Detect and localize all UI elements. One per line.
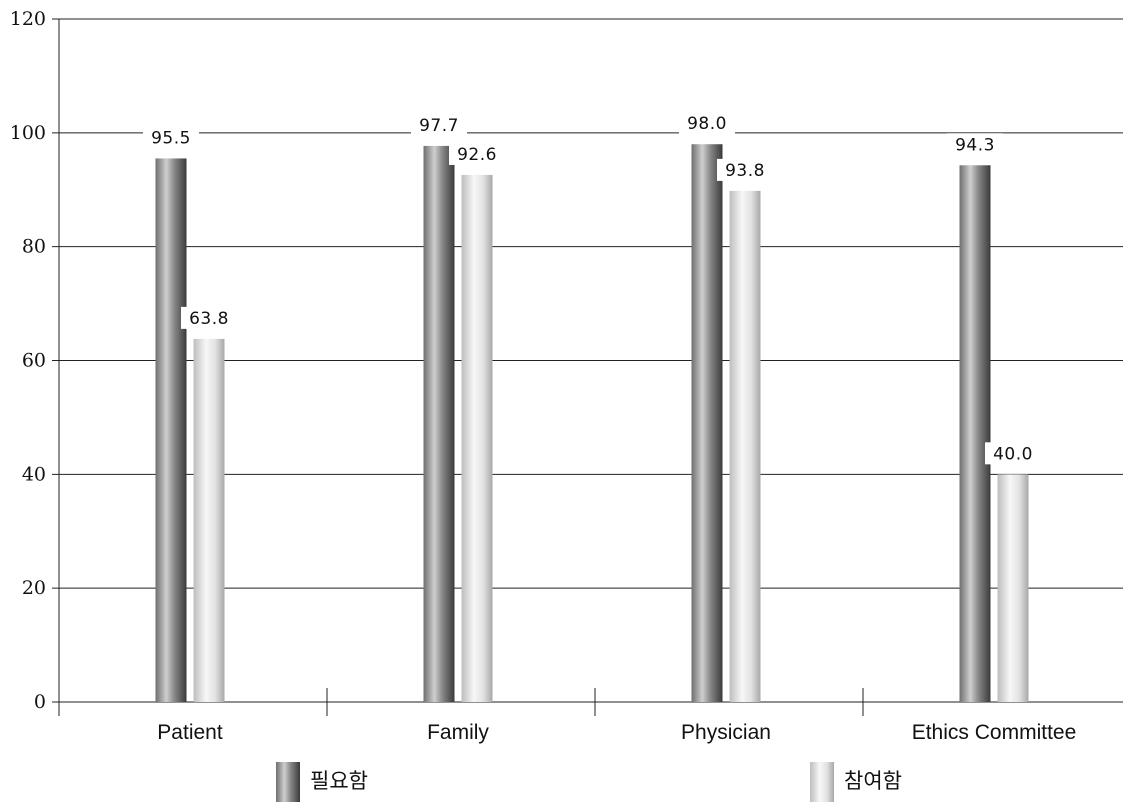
data-label: 92.6 xyxy=(457,145,497,165)
x-tick-label: Family xyxy=(427,721,489,744)
data-label: 94.3 xyxy=(955,135,995,155)
legend-label: 참여함 xyxy=(844,769,902,793)
legend-label: 필요함 xyxy=(310,769,368,793)
y-tick-label: 100 xyxy=(10,122,46,144)
bar xyxy=(691,144,723,702)
data-label-bg xyxy=(947,133,1003,156)
legend: 필요함 참여함 xyxy=(276,762,902,802)
data-label-bg xyxy=(143,126,199,149)
data-label-bg xyxy=(679,112,735,135)
bar xyxy=(461,174,493,702)
data-label: 93.8 xyxy=(725,161,765,181)
bar xyxy=(423,145,455,702)
bar xyxy=(155,158,187,703)
data-label-bg xyxy=(411,113,467,136)
y-tick-label: 0 xyxy=(34,691,46,713)
bars xyxy=(155,144,1029,703)
x-tick-label: Physician xyxy=(681,721,771,744)
bar xyxy=(729,190,761,702)
axes: 0 20 40 60 80 100 120 Patient Family Physician Eth… xyxy=(10,8,1077,744)
y-tick-label: 20 xyxy=(22,577,46,599)
y-tick-label: 120 xyxy=(10,8,46,30)
y-tick-label: 60 xyxy=(22,350,46,372)
data-label: 63.8 xyxy=(189,309,229,329)
bar xyxy=(959,165,991,703)
data-label: 95.5 xyxy=(151,128,191,148)
gridlines xyxy=(52,18,1123,703)
data-label-bg xyxy=(985,442,1041,465)
bar xyxy=(997,474,1029,702)
data-label-bg xyxy=(181,306,237,329)
y-tick-label: 80 xyxy=(22,236,46,258)
bar xyxy=(193,338,225,702)
data-label: 40.0 xyxy=(993,444,1033,464)
data-label: 97.7 xyxy=(419,116,459,136)
legend-swatch xyxy=(810,762,834,802)
x-tick-label: Ethics Committee xyxy=(912,721,1077,744)
data-label-bg xyxy=(717,158,773,181)
y-tick-label: 40 xyxy=(22,463,46,485)
data-labels: 95.5 63.8 97.7 92.6 98.0 93.8 94.3 40.0 xyxy=(143,112,1041,465)
data-label-bg xyxy=(449,142,505,165)
data-label: 98.0 xyxy=(687,114,727,134)
legend-swatch xyxy=(276,762,300,802)
x-tick-label: Patient xyxy=(157,721,223,744)
